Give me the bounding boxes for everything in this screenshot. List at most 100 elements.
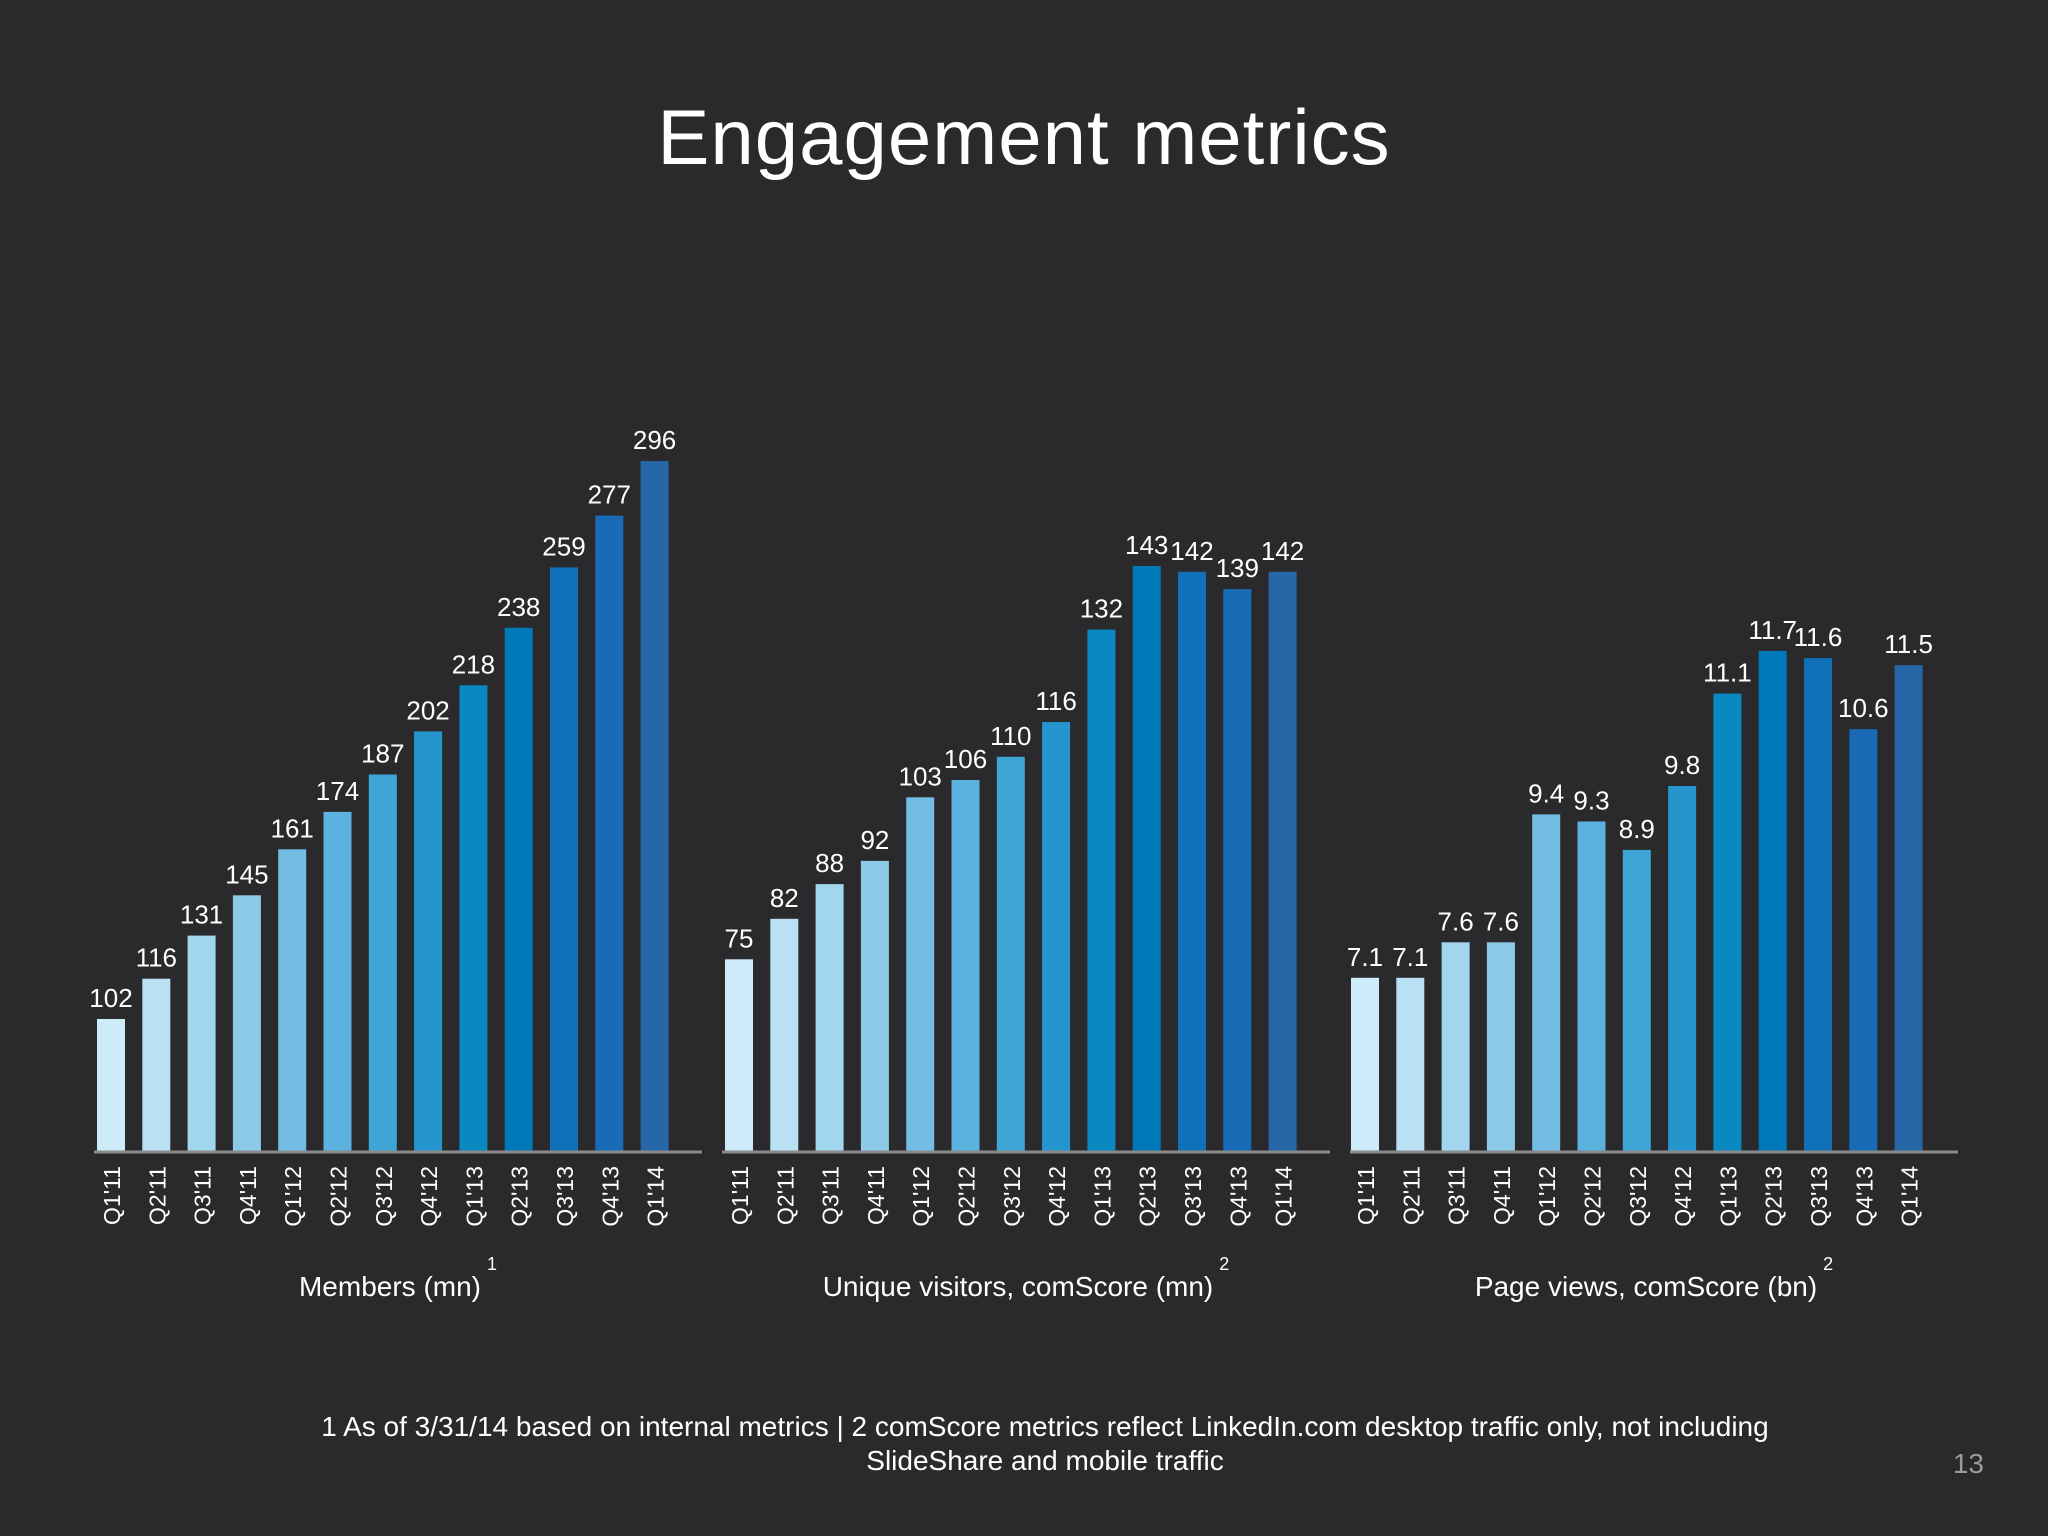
data-label: 296 <box>633 425 676 455</box>
bar <box>504 627 533 1151</box>
chart-2: 75 Q1'11 82 Q2'11 88 Q3'11 92 Q4'11 103 Q1'12 106 Q… <box>722 530 1330 1302</box>
data-label: 110 <box>990 721 1031 751</box>
data-label: 11.5 <box>1884 629 1933 659</box>
data-label: 132 <box>1080 594 1123 624</box>
tick-label: Q3'11 <box>1444 1166 1470 1225</box>
data-label: 11.6 <box>1794 622 1843 652</box>
data-label: 145 <box>225 859 268 889</box>
data-label: 9.3 <box>1573 786 1609 816</box>
tick-label: Q1'14 <box>1897 1166 1923 1227</box>
data-label: 174 <box>316 776 359 806</box>
data-label: 10.6 <box>1838 693 1889 723</box>
tick-label: Q2'12 <box>954 1166 980 1227</box>
bar <box>1223 589 1252 1151</box>
data-label: 9.8 <box>1664 750 1700 780</box>
data-label: 106 <box>944 744 987 774</box>
bar <box>368 774 397 1151</box>
tick-label: Q2'12 <box>1580 1166 1606 1227</box>
tick-label: Q1'12 <box>908 1166 934 1227</box>
tick-label: Q1'12 <box>1534 1166 1560 1227</box>
x-axis-label-footnote: 1 <box>487 1254 497 1274</box>
bar <box>1441 942 1470 1151</box>
data-label: 277 <box>588 480 631 510</box>
bar <box>278 849 307 1151</box>
tick-label: Q2'11 <box>144 1166 170 1225</box>
tick-label: Q4'11 <box>235 1166 261 1225</box>
bar <box>906 797 935 1151</box>
footnote-line-1: 1 As of 3/31/14 based on internal metric… <box>321 1411 1769 1442</box>
tick-label: Q2'11 <box>1398 1166 1424 1225</box>
bar <box>1087 629 1116 1151</box>
bar <box>1894 665 1923 1151</box>
tick-label: Q2'13 <box>507 1166 533 1227</box>
tick-label: Q3'13 <box>1806 1166 1832 1227</box>
data-label: 7.1 <box>1392 942 1428 972</box>
data-label: 11.1 <box>1703 658 1752 688</box>
bar <box>1532 814 1561 1151</box>
bar <box>996 756 1025 1151</box>
bar <box>815 884 844 1151</box>
footnote-line-2: SlideShare and mobile traffic <box>866 1445 1224 1476</box>
tick-label: Q3'13 <box>552 1166 578 1227</box>
data-label: 9.4 <box>1528 778 1564 808</box>
footnote: 1 As of 3/31/14 based on internal metric… <box>180 1410 1910 1478</box>
bar <box>951 780 980 1151</box>
bar <box>1577 821 1606 1151</box>
data-label: 142 <box>1170 536 1213 566</box>
bar <box>1042 722 1071 1151</box>
bar <box>1849 729 1878 1151</box>
tick-label: Q2'13 <box>1761 1166 1787 1227</box>
bar <box>595 515 624 1151</box>
bar <box>640 461 669 1151</box>
bar <box>725 959 753 1151</box>
bar <box>1713 693 1742 1151</box>
data-label: 102 <box>89 983 132 1013</box>
data-label: 259 <box>542 531 585 561</box>
data-label: 202 <box>406 695 449 725</box>
tick-label: Q4'12 <box>1670 1166 1696 1227</box>
bar <box>323 811 352 1151</box>
tick-label: Q1'14 <box>643 1166 669 1227</box>
bar <box>414 731 443 1151</box>
data-label: 143 <box>1125 530 1168 560</box>
bar <box>1132 566 1161 1151</box>
tick-label: Q4'13 <box>1225 1166 1251 1227</box>
bar <box>550 567 578 1151</box>
data-label: 139 <box>1216 553 1259 583</box>
page-number: 13 <box>1952 1448 1984 1479</box>
data-label: 131 <box>180 900 223 930</box>
bar <box>860 860 889 1151</box>
x-axis-label: Page views, comScore (bn) 2 <box>1475 1254 1833 1302</box>
data-label: 8.9 <box>1619 814 1655 844</box>
bar <box>1396 977 1425 1151</box>
tick-label: Q1'12 <box>280 1166 306 1227</box>
tick-label: Q1'13 <box>1089 1166 1115 1227</box>
tick-label: Q2'11 <box>772 1166 798 1225</box>
data-label: 82 <box>770 883 799 913</box>
chart-3: 7.1 Q1'11 7.1 Q2'11 7.6 Q3'11 7.6 Q4'11 9.4 Q1'12… <box>1347 615 1958 1302</box>
tick-label: Q1'14 <box>1271 1166 1297 1227</box>
bar <box>97 1019 125 1151</box>
tick-label: Q3'11 <box>818 1166 844 1225</box>
tick-label: Q3'12 <box>371 1166 397 1227</box>
x-axis-label-text: Page views, comScore (bn) <box>1475 1271 1817 1302</box>
data-label: 187 <box>361 739 404 769</box>
x-axis-label-text: Members (mn) <box>299 1271 481 1302</box>
data-label: 238 <box>497 592 540 622</box>
tick-label: Q3'12 <box>1625 1166 1651 1227</box>
tick-label: Q1'13 <box>1715 1166 1741 1227</box>
bar <box>1804 658 1832 1151</box>
tick-label: Q3'11 <box>190 1166 216 1225</box>
x-axis-label-footnote: 2 <box>1219 1254 1229 1274</box>
tick-label: Q1'11 <box>99 1166 125 1225</box>
bar <box>1178 571 1206 1151</box>
x-axis-label: Unique visitors, comScore (mn)2 <box>823 1254 1230 1302</box>
tick-label: Q4'12 <box>1044 1166 1070 1227</box>
bar <box>1486 942 1515 1151</box>
tick-label: Q3'12 <box>999 1166 1025 1227</box>
bar <box>1268 571 1297 1151</box>
data-label: 116 <box>136 943 177 973</box>
tick-label: Q4'13 <box>1851 1166 1877 1227</box>
bar <box>770 918 799 1151</box>
